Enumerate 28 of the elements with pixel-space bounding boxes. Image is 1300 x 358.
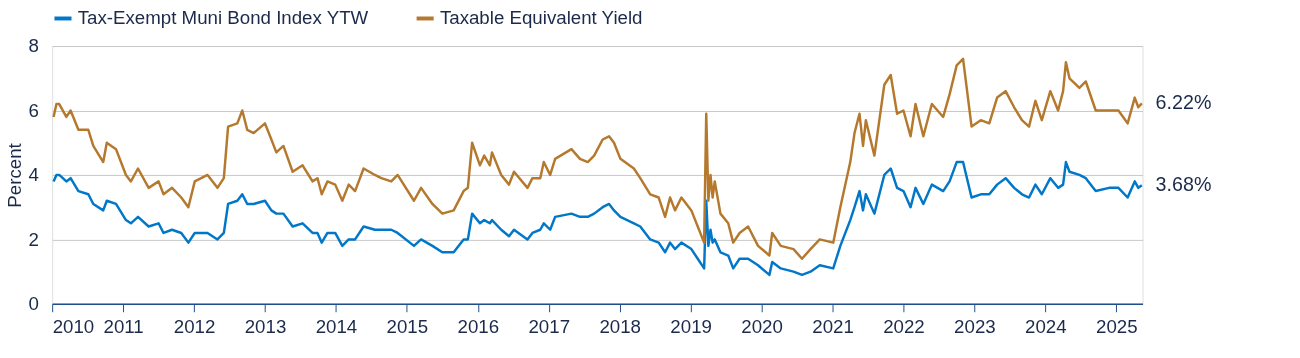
- x-tick-label: 2019: [670, 315, 712, 337]
- x-tick-label: 2024: [1025, 315, 1067, 337]
- legend-label: Taxable Equivalent Yield: [439, 7, 643, 29]
- annotation: 3.68%: [1155, 173, 1212, 196]
- x-tick-label: 2012: [173, 315, 216, 337]
- x-tick-label: 2022: [883, 315, 925, 337]
- x-tick-label: 2011: [103, 315, 144, 337]
- x-tick-label: 2010: [52, 315, 95, 337]
- y-tick-label: 6: [28, 99, 39, 121]
- y-tick-label: 4: [28, 164, 39, 186]
- y-axis-title: Percent: [3, 142, 25, 208]
- x-tick-label: 2023: [954, 315, 996, 337]
- legend-label: Tax-Exempt Muni Bond Index YTW: [77, 7, 369, 29]
- x-tick-label: 2015: [386, 315, 429, 337]
- annotation: 6.22%: [1155, 91, 1212, 114]
- y-tick-label: 0: [28, 293, 39, 315]
- x-tick-label: 2021: [812, 315, 854, 337]
- x-tick-label: 2016: [457, 315, 500, 337]
- y-tick-label: 8: [28, 35, 39, 57]
- x-tick-label: 2020: [741, 315, 783, 337]
- x-tick-label: 2025: [1096, 315, 1138, 337]
- line-series: [52, 57, 1144, 260]
- x-tick-label: 2017: [528, 315, 571, 337]
- y-tick-label: 2: [28, 228, 39, 250]
- line-series: [52, 160, 1144, 277]
- x-tick-label: 2013: [244, 315, 287, 337]
- x-tick-label: 2018: [599, 315, 641, 337]
- x-tick-label: 2014: [315, 315, 358, 337]
